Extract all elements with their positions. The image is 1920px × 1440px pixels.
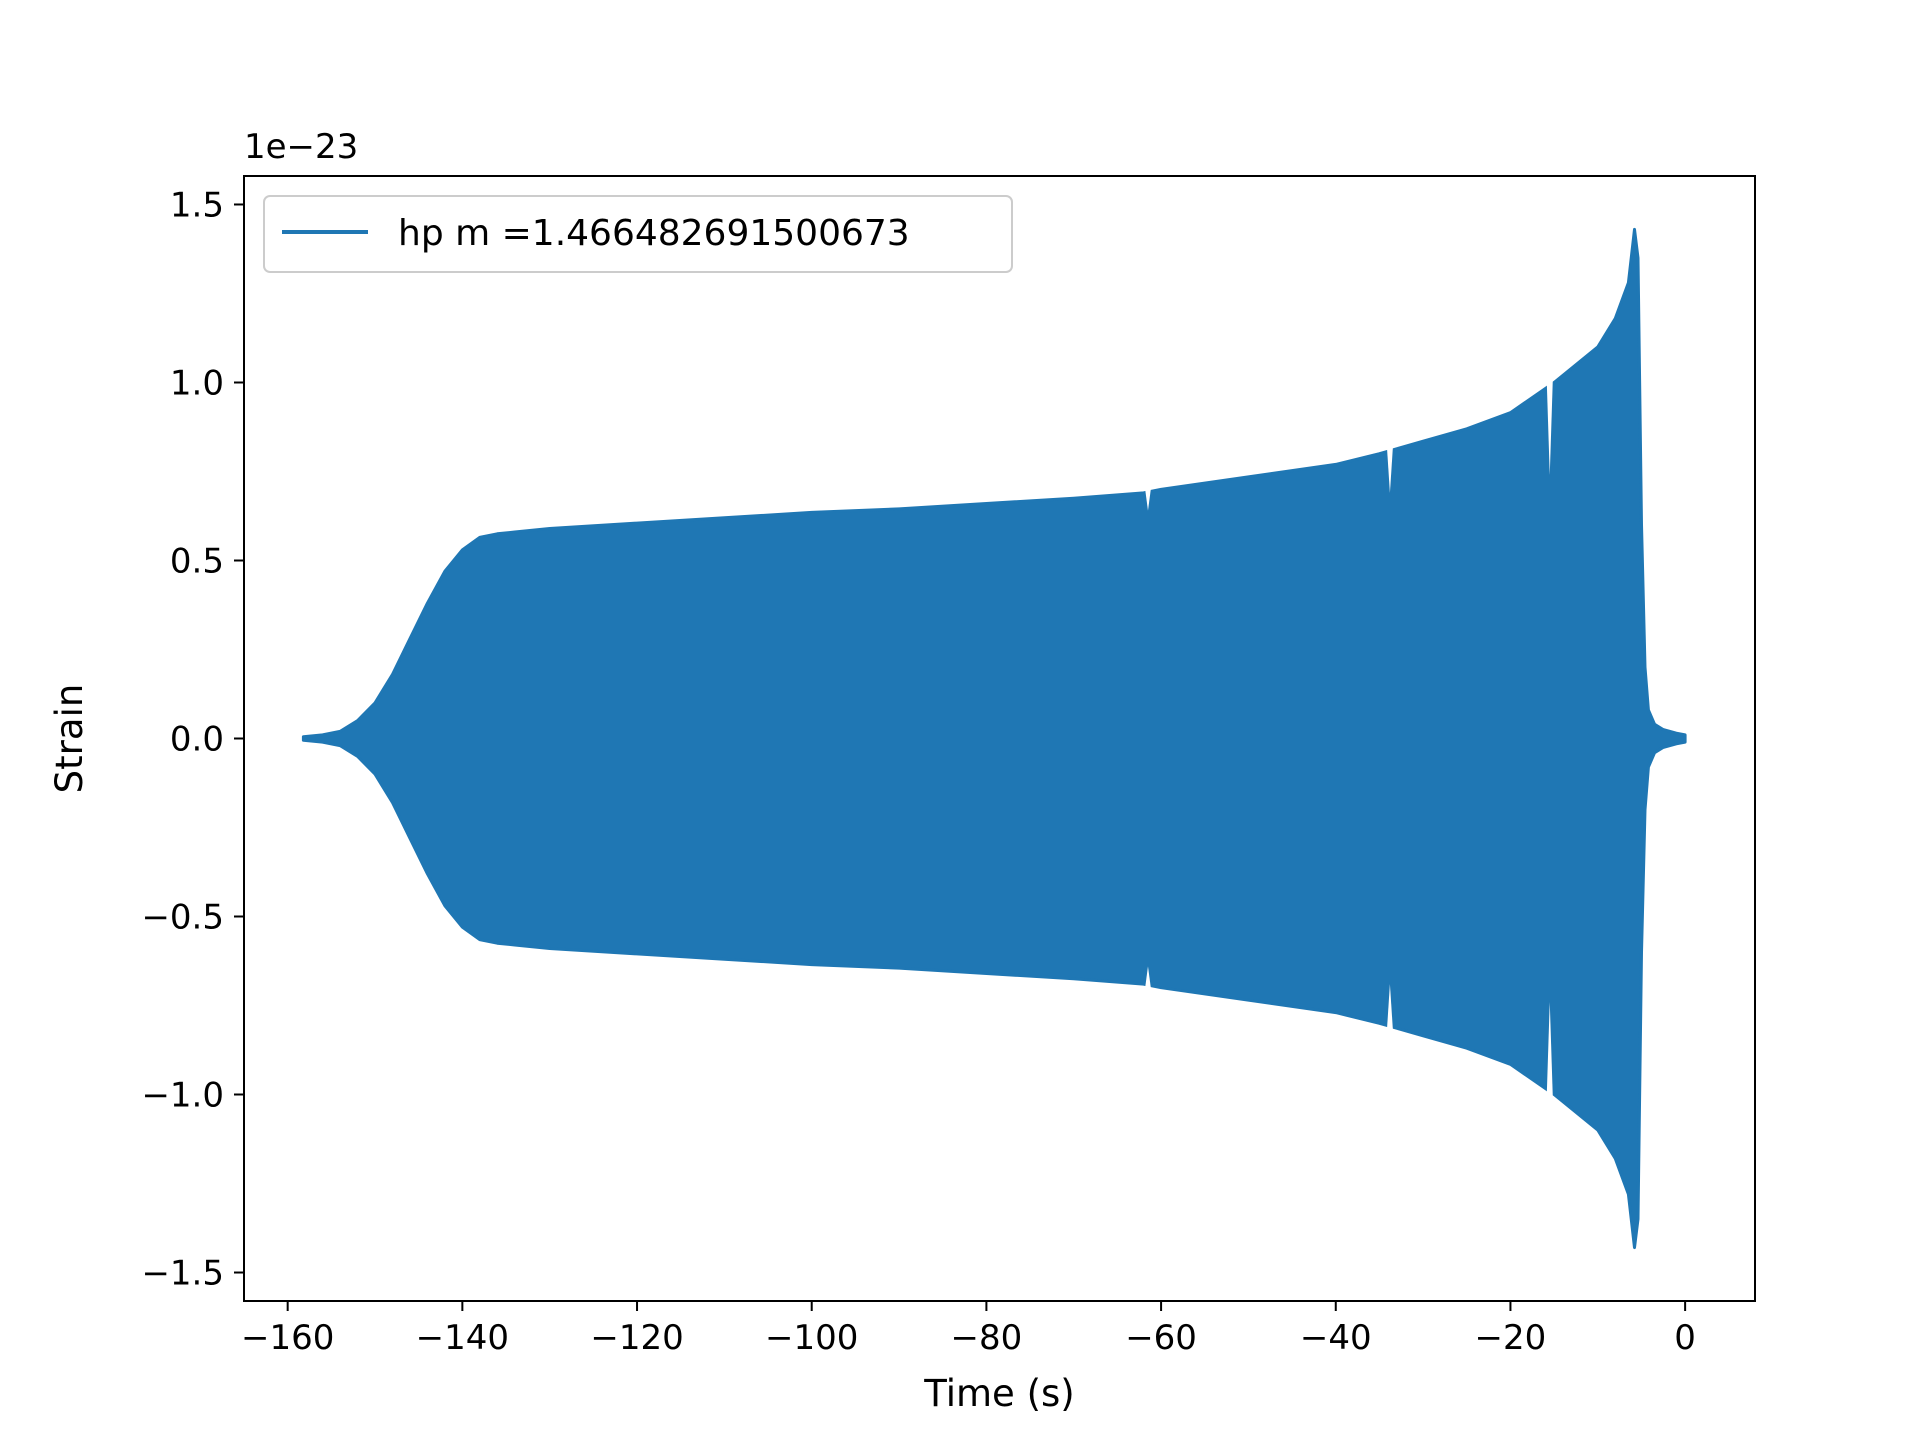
y-tick-label: 1.0 (170, 363, 224, 403)
x-tick-label: −120 (590, 1318, 683, 1358)
glitch-notch-upper (1386, 446, 1393, 493)
y-tick-label: −1.5 (141, 1254, 224, 1294)
glitch-notch-lower (1144, 966, 1151, 990)
x-tick-label: 0 (1674, 1318, 1696, 1358)
x-tick-label: −140 (416, 1318, 509, 1358)
series-waveform-band (301, 227, 1687, 1250)
glitch-notch-lower (1546, 1001, 1553, 1096)
offset-text: 1e−23 (244, 127, 358, 167)
legend-box (263, 195, 1013, 273)
x-tick-label: −100 (765, 1318, 858, 1358)
glitch-notch-lower (1386, 984, 1393, 1031)
legend-label: hp m =1.466482691500673 (398, 213, 910, 254)
y-tick-label: −1.0 (141, 1076, 224, 1116)
legend: hp m =1.466482691500673 (263, 195, 1013, 273)
y-tick-label: −0.5 (141, 898, 224, 938)
x-tick-label: −60 (1125, 1318, 1197, 1358)
y-tick-label: 1.5 (170, 185, 224, 225)
x-tick-label: −80 (951, 1318, 1023, 1358)
y-axis-label: Strain (48, 684, 91, 794)
x-ticks: −160 −140 −120 −100 −80 −60 −40 −20 0 (241, 1301, 1696, 1358)
x-tick-label: −40 (1300, 1318, 1372, 1358)
y-tick-label: 0.5 (170, 541, 224, 581)
y-tick-label: 0.0 (170, 720, 224, 760)
glitch-notch-upper (1144, 487, 1151, 511)
plot-frame (243, 175, 1756, 1302)
glitch-notch-upper (1546, 381, 1553, 476)
x-tick-label: −160 (241, 1318, 334, 1358)
x-axis-label: Time (s) (923, 1372, 1074, 1415)
y-ticks: 1.5 1.0 0.5 0.0 −0.5 −1.0 −1.5 (141, 185, 244, 1294)
x-tick-label: −20 (1475, 1318, 1547, 1358)
series-group (301, 227, 1687, 1250)
